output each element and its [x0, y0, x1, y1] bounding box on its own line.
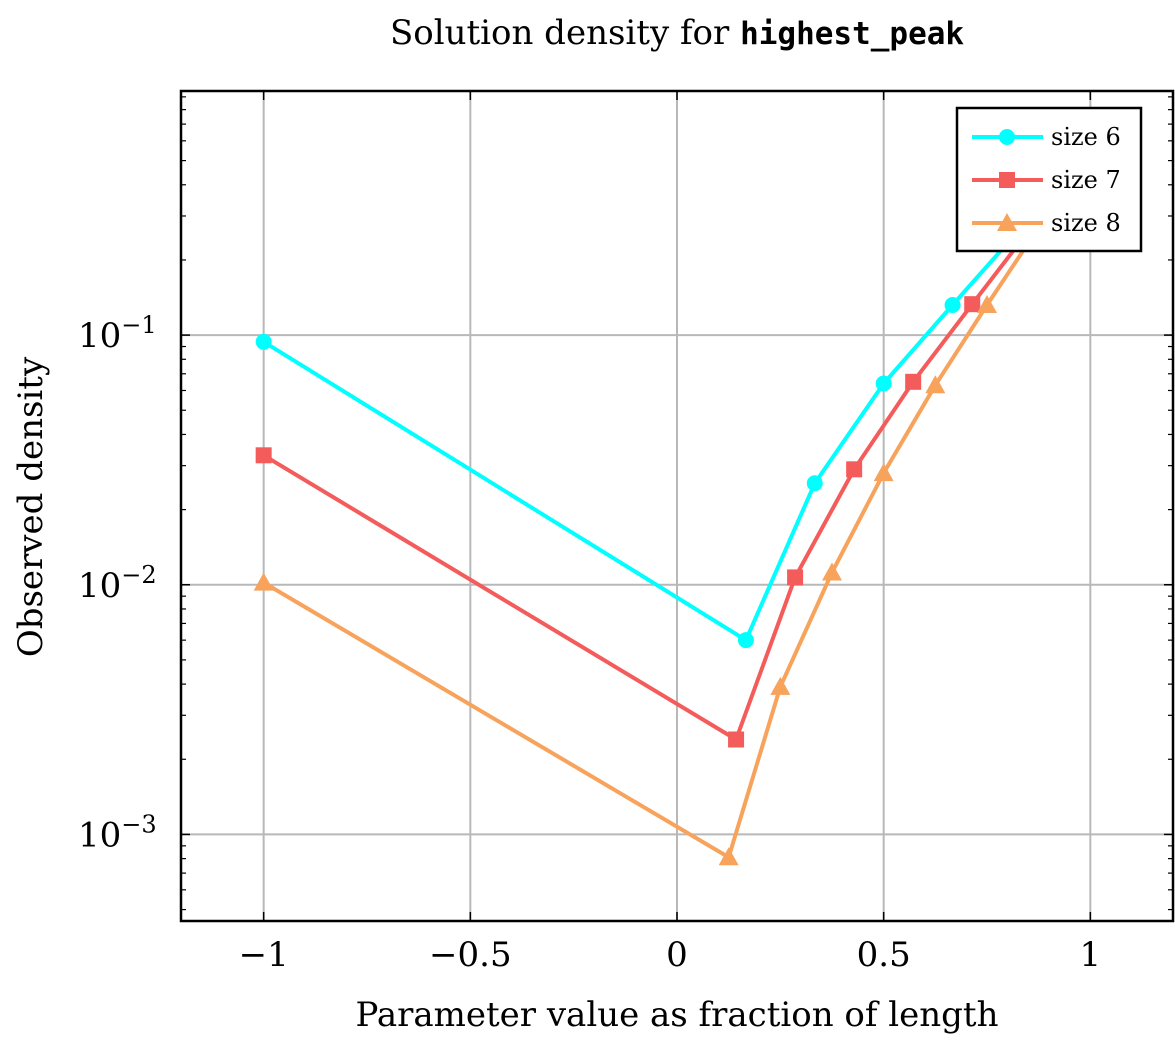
data-point — [875, 375, 892, 392]
data-point — [944, 296, 961, 313]
y-axis-label: Observed density — [11, 356, 51, 657]
y-tick-label: 10−3 — [78, 810, 157, 855]
data-point — [822, 562, 842, 581]
legend: size 6 size 7 size 8 — [955, 106, 1143, 253]
legend-label: size 6 — [1051, 123, 1121, 151]
data-point — [787, 569, 804, 586]
y-tick-label: 10−1 — [78, 311, 157, 356]
data-point — [925, 375, 946, 394]
plot-frame — [179, 89, 1175, 923]
chart-title-prefix: Solution density for — [390, 13, 740, 53]
legend-marker — [999, 172, 1015, 188]
x-tick-label: −1 — [239, 935, 289, 975]
data-point — [806, 475, 823, 492]
data-point — [253, 572, 274, 591]
x-tick-label: 0.5 — [857, 935, 911, 975]
data-point — [905, 373, 922, 390]
data-point — [728, 731, 745, 748]
data-point — [846, 461, 863, 478]
data-point — [255, 333, 272, 350]
legend-label: size 8 — [1051, 209, 1121, 237]
x-tick-label: 1 — [1080, 935, 1102, 975]
legend-label: size 7 — [1051, 166, 1121, 194]
data-point — [977, 294, 997, 313]
x-axis-label: Parameter value as fraction of length — [356, 995, 999, 1035]
legend-marker — [999, 129, 1015, 145]
data-point — [718, 847, 739, 866]
x-tick-label: 0 — [666, 935, 688, 975]
data-point — [873, 463, 894, 482]
x-tick-label: −0.5 — [429, 935, 512, 975]
data-point — [737, 632, 754, 649]
legend-marker — [997, 213, 1017, 231]
x-axis-ticks: −1 −0.5 0 0.5 1 — [239, 935, 1102, 975]
data-point — [770, 676, 791, 695]
grid — [181, 91, 1173, 921]
data-point — [255, 447, 272, 464]
chart-title: Solution density for highest_peak — [390, 13, 964, 53]
y-tick-label: 10−2 — [78, 561, 157, 606]
data-point — [964, 296, 981, 313]
chart-title-function: highest_peak — [740, 16, 964, 52]
y-axis-ticks: 10−3 10−2 10−1 — [78, 311, 157, 855]
